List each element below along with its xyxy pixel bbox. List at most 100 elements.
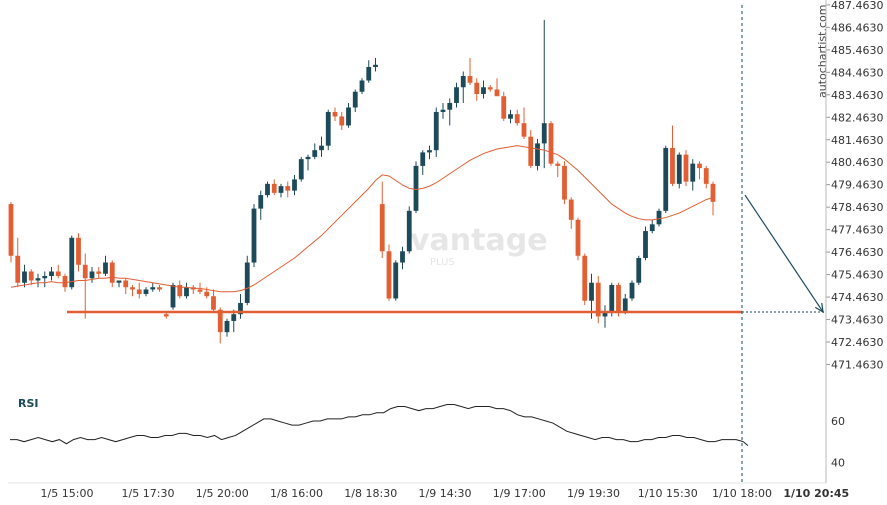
- candle-body: [197, 289, 203, 292]
- candle-body: [319, 145, 324, 151]
- candle-body: [62, 275, 68, 288]
- candle: [211, 289, 216, 312]
- candle-body: [568, 199, 574, 220]
- candle: [697, 161, 702, 180]
- y-tick-label: 473.4630: [831, 314, 884, 327]
- candle-body: [508, 114, 513, 119]
- x-tick-label: 1/5 20:00: [196, 487, 249, 500]
- candle: [285, 181, 291, 198]
- candle-body: [454, 87, 459, 103]
- candle: [339, 111, 345, 130]
- candle: [508, 109, 513, 124]
- candle: [346, 102, 351, 128]
- candle-body: [292, 179, 297, 191]
- time-axis: 1/5 15:00 1/5 17:30 1/5 20:00 1/8 16:00 1/8 …: [41, 487, 850, 500]
- candle-body: [231, 314, 237, 321]
- candle-body: [217, 309, 223, 333]
- y-tick-label: 483.4630: [831, 89, 884, 102]
- candle-body: [157, 287, 162, 290]
- candle: [177, 280, 183, 299]
- candle: [170, 282, 176, 310]
- candle-body: [170, 284, 176, 308]
- candle-body: [305, 156, 311, 160]
- candle: [494, 78, 500, 97]
- candle: [663, 145, 669, 214]
- candle: [400, 246, 405, 270]
- candle-body: [352, 91, 358, 108]
- candle-body: [393, 262, 399, 299]
- candle: [447, 98, 453, 126]
- candle: [238, 293, 243, 319]
- candle: [103, 255, 108, 276]
- brand-watermark: vantage PLUS: [410, 223, 548, 268]
- candle: [217, 307, 223, 344]
- candle: [96, 267, 102, 279]
- candle: [710, 181, 716, 216]
- y-tick-label: 485.4630: [831, 44, 884, 57]
- candle-body: [366, 67, 372, 81]
- candle: [629, 280, 635, 301]
- moving-average-line: [10, 145, 714, 293]
- candle: [413, 161, 419, 214]
- candle: [109, 260, 115, 288]
- y-tick-label: 486.4630: [831, 21, 884, 34]
- site-watermark: autochartist.com: [816, 5, 829, 98]
- candle-body: [285, 186, 291, 191]
- x-tick-label: 1/5 15:00: [41, 487, 94, 500]
- candle: [136, 282, 142, 299]
- candle: [595, 275, 601, 324]
- candle-body: [28, 271, 34, 281]
- rsi-tick-label: 60: [831, 415, 845, 428]
- candle-body: [116, 280, 122, 283]
- candle: [582, 253, 588, 306]
- candle-body: [211, 296, 216, 310]
- candle-body: [602, 311, 608, 317]
- candle: [244, 255, 250, 306]
- x-tick-label: 1/5 17:30: [122, 487, 175, 500]
- candle: [487, 84, 493, 92]
- candle-body: [710, 183, 716, 202]
- candle: [406, 206, 412, 254]
- candle-body: [359, 80, 365, 92]
- candle-body: [703, 168, 709, 184]
- candle-body: [109, 262, 115, 283]
- candle-body: [312, 150, 318, 157]
- candle: [649, 219, 655, 234]
- candle: [656, 208, 662, 227]
- x-tick-label: 1/9 19:30: [567, 487, 620, 500]
- candle-body: [427, 150, 432, 153]
- candle: [150, 282, 156, 292]
- candle-body: [413, 165, 419, 211]
- candle-body: [69, 237, 75, 288]
- candle: [670, 125, 675, 187]
- candle-body: [481, 87, 486, 94]
- candle: [481, 80, 486, 99]
- candle-body: [474, 82, 480, 94]
- candle-body: [575, 219, 581, 256]
- candle-body: [636, 258, 642, 283]
- y-tick-label: 481.4630: [831, 134, 884, 147]
- x-tick-label: 1/8 16:00: [270, 487, 323, 500]
- candle-body: [467, 76, 473, 83]
- candle-body: [582, 255, 588, 301]
- candle: [319, 136, 324, 157]
- candle-body: [244, 262, 250, 303]
- candle-body: [82, 264, 88, 279]
- candle: [427, 145, 432, 160]
- candle-body: [535, 143, 540, 166]
- candle: [643, 226, 648, 261]
- candle-body: [433, 111, 439, 151]
- candle: [683, 150, 689, 187]
- candle-body: [683, 154, 689, 182]
- candle: [69, 235, 75, 290]
- rsi-tick-label: 40: [831, 456, 845, 469]
- candle: [501, 91, 507, 121]
- candle-body: [595, 282, 601, 317]
- candle: [528, 129, 534, 169]
- candle: [271, 179, 277, 196]
- candle: [352, 89, 358, 112]
- candle-body: [271, 183, 277, 193]
- candle-body: [562, 165, 567, 200]
- candle-body: [629, 282, 635, 299]
- y-tick-label: 471.4630: [831, 358, 884, 371]
